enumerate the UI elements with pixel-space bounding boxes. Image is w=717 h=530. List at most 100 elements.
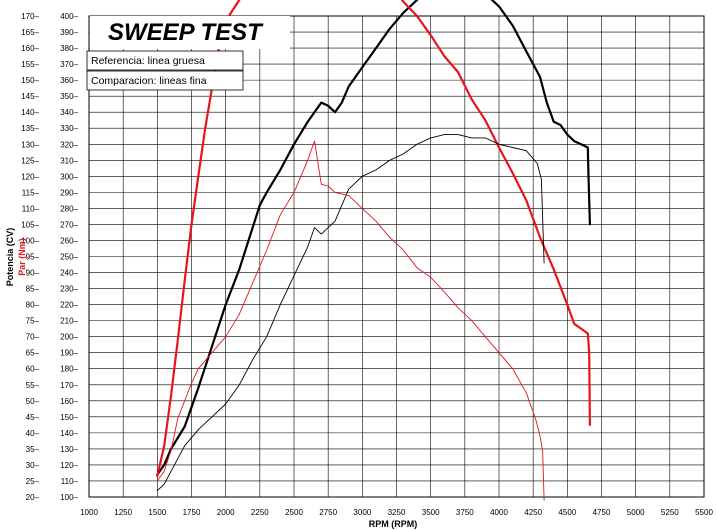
potencia-tick-label: 35–: [26, 445, 40, 454]
par-tick-label: 100–: [60, 493, 78, 502]
par-tick-label: 390–: [60, 28, 78, 37]
par-tick-label: 300–: [60, 172, 78, 181]
potencia-tick-label: 75–: [26, 317, 40, 326]
potencia-tick-label: 115–: [22, 188, 40, 197]
potencia-tick-label: 130–: [21, 140, 39, 149]
chart-title: SWEEP TEST: [108, 19, 264, 46]
potencia-tick-label: 85–: [26, 285, 40, 294]
legend-box-reference: [86, 50, 244, 71]
par-tick-label: 320–: [60, 140, 78, 149]
potencia-tick-label: 100–: [21, 236, 39, 245]
potencia-tick-label: 40–: [26, 429, 40, 438]
par-tick-label: 260–: [60, 236, 78, 245]
potencia-tick-label: 70–: [26, 333, 40, 342]
potencia-tick-label: 150–: [21, 76, 39, 85]
rpm-tick-label: 2250: [251, 508, 269, 517]
par-tick-label: 200–: [60, 333, 78, 342]
potencia-tick-label: 50–: [26, 397, 40, 406]
par-tick-label: 360–: [60, 76, 78, 85]
par-tick-label: 250–: [60, 253, 78, 262]
par-tick-label: 150–: [60, 413, 78, 422]
potencia-tick-label: 90–: [26, 269, 40, 278]
par-tick-label: 140–: [60, 429, 78, 438]
par-tick-label: 110–: [61, 477, 79, 486]
title-backdrop: [90, 16, 290, 49]
rpm-tick-label: 4750: [593, 508, 611, 517]
chart-grid: [88, 15, 705, 498]
data-series: [156, 0, 592, 501]
par-tick-label: 230–: [60, 285, 78, 294]
potencia-tick-label: 155–: [21, 60, 39, 69]
rpm-tick-label: 1500: [148, 508, 166, 517]
rpm-tick-label: 1250: [114, 508, 132, 517]
rpm-tick-labels: 1000 1250 1500 1750 2000 2250 2500 2750 3000 3250…: [80, 508, 713, 517]
rpm-tick-label: 1750: [183, 508, 201, 517]
par-tick-label: 370–: [60, 60, 78, 69]
par-tick-label: 290–: [60, 188, 78, 197]
rpm-tick-label: 3250: [388, 508, 406, 517]
potencia-tick-label: 125–: [21, 156, 39, 165]
potencia-tick-label: 30–: [26, 461, 40, 470]
par-tick-label: 330–: [60, 124, 78, 133]
rpm-tick-label: 4000: [490, 508, 508, 517]
potencia-tick-label: 65–: [26, 349, 40, 358]
par-tick-label: 340–: [60, 108, 78, 117]
potencia-tick-label: 55–: [26, 381, 40, 390]
par-tick-label: 120–: [60, 461, 78, 470]
par-tick-label: 240–: [60, 269, 78, 278]
par-tick-label: 220–: [60, 301, 78, 310]
par-tick-label: 190–: [60, 349, 78, 358]
legend-box-comparison: [86, 70, 244, 91]
potencia-tick-label: 60–: [26, 365, 40, 374]
potencia-tick-label: 165–: [21, 28, 39, 37]
rpm-tick-label: 4500: [558, 508, 576, 517]
reference-par-line: [156, 0, 592, 478]
par-tick-label: 280–: [60, 204, 78, 213]
potencia-tick-label: 80–: [26, 301, 40, 310]
rpm-tick-label: 3500: [422, 508, 440, 517]
potencia-tick-label: 20–: [26, 493, 40, 502]
par-tick-label: 210–: [60, 317, 78, 326]
rpm-tick-label: 2500: [285, 508, 303, 517]
par-tick-label: 400–: [60, 12, 78, 21]
potencia-tick-label: 25–: [26, 477, 40, 486]
par-tick-label: 270–: [60, 220, 78, 229]
par-tick-label: 170–: [60, 381, 78, 390]
potencia-tick-labels: 20– 25– 30– 35– 40– 45– 50– 55– 60– 65– 70– 75– 80– 8…: [21, 12, 39, 502]
y-axis-label-par: Par (Nm): [17, 238, 27, 276]
legend-reference: Referencia: linea gruesa: [91, 55, 205, 67]
rpm-tick-label: 5000: [627, 508, 645, 517]
par-tick-label: 180–: [60, 365, 78, 374]
potencia-tick-label: 105–: [21, 220, 39, 229]
potencia-tick-label: 160–: [21, 44, 39, 53]
potencia-tick-label: 135–: [21, 124, 39, 133]
potencia-tick-label: 110–: [22, 204, 40, 213]
potencia-tick-label: 95–: [26, 253, 40, 262]
par-tick-labels: 100– 110– 120– 130– 140– 150– 160– 170– 180– 190–…: [60, 12, 78, 502]
reference-potencia-line: [156, 0, 592, 476]
rpm-tick-label: 2750: [319, 508, 337, 517]
rpm-tick-label: 2000: [217, 508, 235, 517]
par-tick-label: 130–: [60, 445, 78, 454]
par-tick-label: 380–: [60, 44, 78, 53]
comparison-potencia-line: [156, 134, 545, 492]
par-tick-label: 350–: [60, 92, 78, 101]
rpm-tick-label: 4250: [524, 508, 542, 517]
x-axis-label: RPM (RPM): [369, 519, 418, 529]
potencia-tick-label: 120–: [21, 172, 39, 181]
plot-frame: [88, 15, 705, 498]
legend-comparison: Comparacion: lineas fina: [91, 75, 207, 87]
par-tick-label: 160–: [60, 397, 78, 406]
rpm-tick-label: 5250: [661, 508, 679, 517]
potencia-tick-label: 45–: [26, 413, 40, 422]
rpm-tick-label: 1000: [80, 508, 98, 517]
par-tick-label: 310–: [60, 156, 78, 165]
y-axis-label-potencia: Potencia (CV): [5, 228, 15, 287]
rpm-tick-label: 5500: [695, 508, 713, 517]
potencia-tick-label: 145–: [21, 92, 39, 101]
rpm-tick-label: 3750: [456, 508, 474, 517]
potencia-tick-label: 170–: [21, 12, 39, 21]
rpm-tick-label: 3000: [353, 508, 371, 517]
potencia-tick-label: 140–: [21, 108, 39, 117]
